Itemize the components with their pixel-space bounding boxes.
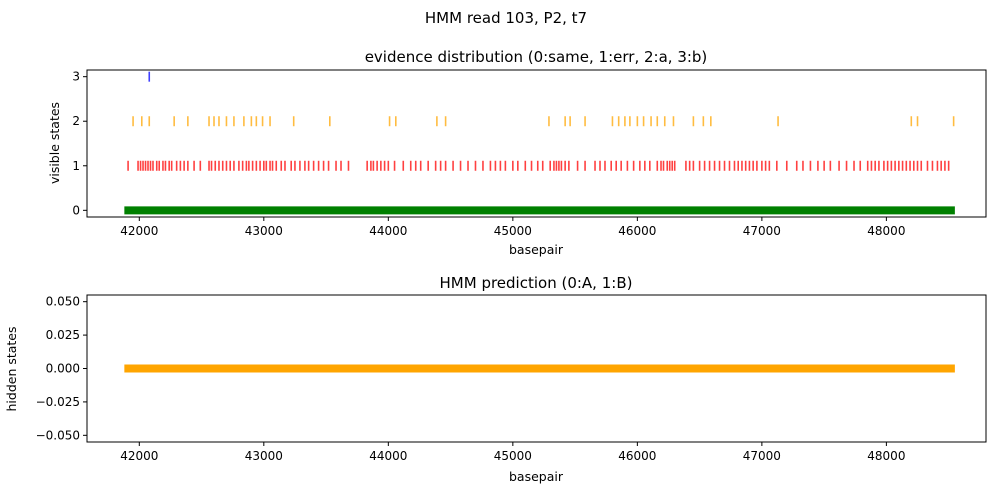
prediction-x-tick-label: 43000 bbox=[245, 449, 283, 463]
evidence-x-axis-label: basepair bbox=[509, 242, 564, 257]
evidence-y-tick-label: 1 bbox=[72, 159, 80, 173]
prediction-panel: HMM prediction (0:A, 1:B) 42000 43000 4400… bbox=[4, 274, 987, 484]
evidence-y-tick-label: 0 bbox=[72, 203, 80, 217]
evidence-x-tick-label: 48000 bbox=[867, 224, 905, 238]
prediction-y-ticks: 0.050 0.025 0.000 −0.025 −0.050 bbox=[36, 295, 87, 442]
evidence-plot-frame bbox=[86, 69, 987, 218]
evidence-y-tick-label: 2 bbox=[72, 114, 80, 128]
evidence-panel: evidence distribution (0:same, 1:err, 2:… bbox=[47, 48, 987, 257]
evidence-x-tick-label: 47000 bbox=[743, 224, 781, 238]
prediction-x-tick-label: 42000 bbox=[120, 449, 158, 463]
evidence-panel-title: evidence distribution (0:same, 1:err, 2:… bbox=[365, 48, 708, 66]
evidence-x-tick-label: 46000 bbox=[618, 224, 656, 238]
prediction-x-tick-label: 48000 bbox=[867, 449, 905, 463]
evidence-x-ticks: 42000 43000 44000 45000 46000 47000 48000 bbox=[120, 217, 905, 238]
prediction-y-tick-label: 0.025 bbox=[46, 328, 80, 342]
prediction-x-tick-label: 45000 bbox=[494, 449, 532, 463]
prediction-x-tick-label: 46000 bbox=[618, 449, 656, 463]
evidence-x-tick-label: 44000 bbox=[369, 224, 407, 238]
prediction-y-tick-label: 0.000 bbox=[46, 362, 80, 376]
evidence-x-tick-label: 43000 bbox=[245, 224, 283, 238]
prediction-x-axis-label: basepair bbox=[509, 469, 564, 484]
evidence-y-ticks: 0 1 2 3 bbox=[72, 70, 87, 217]
evidence-y-tick-label: 3 bbox=[72, 70, 80, 84]
evidence-marks bbox=[124, 71, 955, 215]
figure-suptitle: HMM read 103, P2, t7 bbox=[425, 9, 587, 27]
prediction-y-tick-label: −0.025 bbox=[36, 395, 80, 409]
evidence-y-axis-label: visible states bbox=[47, 102, 62, 184]
prediction-y-tick-label: −0.050 bbox=[36, 428, 80, 442]
prediction-x-tick-label: 44000 bbox=[369, 449, 407, 463]
evidence-x-tick-label: 42000 bbox=[120, 224, 158, 238]
prediction-panel-title: HMM prediction (0:A, 1:B) bbox=[440, 274, 633, 292]
prediction-y-axis-label: hidden states bbox=[4, 326, 19, 411]
prediction-x-tick-label: 47000 bbox=[743, 449, 781, 463]
prediction-y-tick-label: 0.050 bbox=[46, 295, 80, 309]
evidence-x-tick-label: 45000 bbox=[494, 224, 532, 238]
prediction-x-ticks: 42000 43000 44000 45000 46000 47000 48000 bbox=[120, 442, 905, 463]
